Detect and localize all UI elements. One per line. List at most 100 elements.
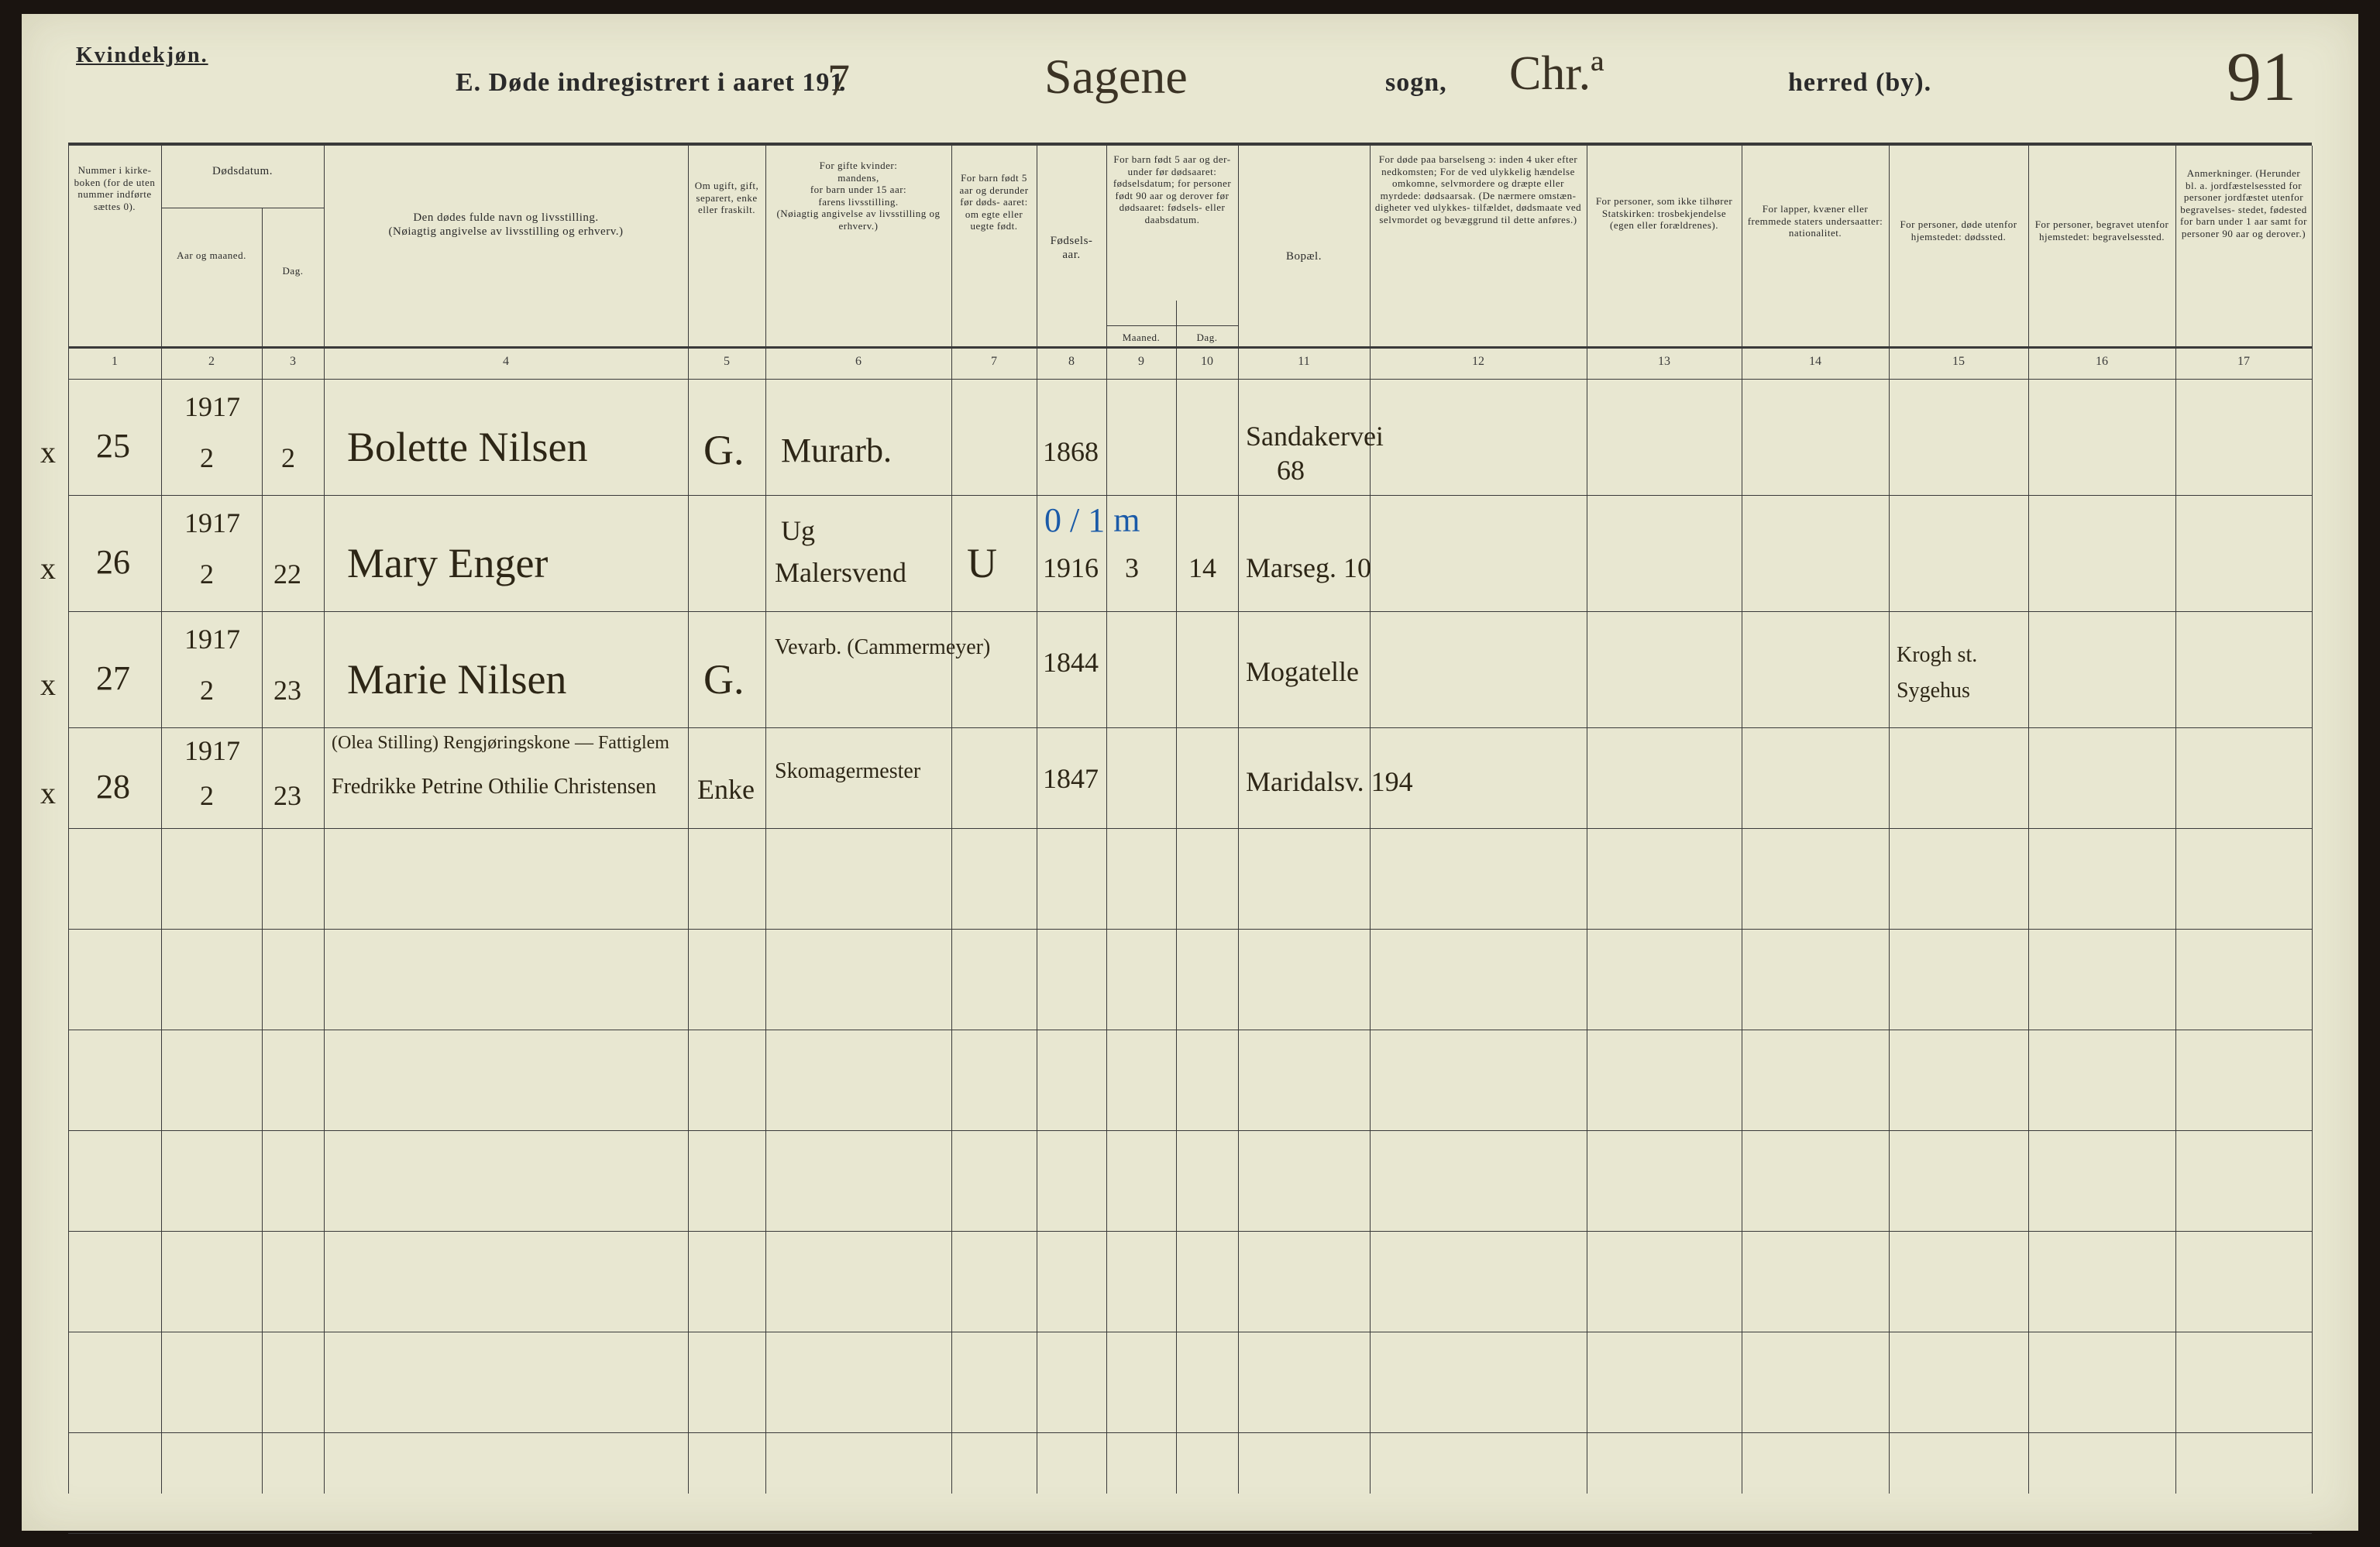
death-day: 23 <box>273 674 301 706</box>
death-month: 2 <box>200 558 214 590</box>
col-number: 10 <box>1192 355 1223 369</box>
birth-month: 3 <box>1125 552 1139 584</box>
table-row-empty <box>68 829 2312 930</box>
entry-number: 28 <box>96 767 130 806</box>
name: Marie Nilsen <box>347 655 566 703</box>
legitimacy: U <box>967 539 997 587</box>
col-header: Den dødes fulde navn og livsstilling. (N… <box>324 208 688 242</box>
death-month: 2 <box>200 674 214 706</box>
death-day: 2 <box>281 442 295 474</box>
col-number: 13 <box>1649 355 1680 369</box>
death-year: 1917 <box>184 390 240 423</box>
col-number: 9 <box>1126 355 1157 369</box>
col-header: For personer, begravet utenfor hjemstede… <box>2028 215 2175 246</box>
col-number: 8 <box>1056 355 1087 369</box>
register-table: Nummer i kirke- boken (for de uten numme… <box>68 143 2312 1490</box>
title-prefix: E. Døde indregistrert i aaret 191 <box>456 68 844 98</box>
col-header: For personer, som ikke tilhører Statskir… <box>1587 192 1742 235</box>
col-number: 12 <box>1463 355 1494 369</box>
entry-number: 27 <box>96 658 130 698</box>
district-handwritten: Chr.ª <box>1509 46 1604 101</box>
residence: Mogatelle <box>1246 655 1359 688</box>
col-number: 1 <box>99 355 130 369</box>
col-number: 14 <box>1800 355 1831 369</box>
marital-status: Enke <box>697 773 755 806</box>
table-row: x 27 1917 2 23 Marie Nilsen G. Vevarb. (… <box>68 612 2312 728</box>
col-subheader: Dag. <box>1176 328 1238 347</box>
age-annotation-blue: 0 / 1 m <box>1044 500 1140 540</box>
name: Mary Enger <box>347 539 548 587</box>
col-number: 5 <box>711 355 742 369</box>
table-row-empty <box>68 1433 2312 1534</box>
death-month: 2 <box>200 779 214 812</box>
col-number: 15 <box>1943 355 1974 369</box>
col-subheader: Dag. <box>262 262 324 280</box>
margin-x-mark: x <box>40 666 56 703</box>
table-row-empty <box>68 1232 2312 1332</box>
year-suffix-dot: . <box>839 68 847 98</box>
parish-label: sogn, <box>1385 68 1447 98</box>
death-year: 1917 <box>184 623 240 655</box>
death-year: 1917 <box>184 734 240 767</box>
col-number: 2 <box>196 355 227 369</box>
col-header: Bopæl. <box>1238 246 1370 266</box>
col-header: For døde paa barselseng ɔ: inden 4 uker … <box>1370 150 1587 229</box>
name: Bolette Nilsen <box>347 423 587 471</box>
death-day: 22 <box>273 558 301 590</box>
table-header: Nummer i kirke- boken (for de uten numme… <box>68 146 2312 349</box>
col-subheader: Aar og maaned. <box>161 246 262 265</box>
marital-status: G. <box>703 655 745 703</box>
col-number: 7 <box>978 355 1009 369</box>
page-number: 91 <box>2227 37 2296 117</box>
table-row: x 26 1917 2 22 Mary Enger Ug Malersvend … <box>68 496 2312 612</box>
birth-year: 1868 <box>1043 435 1099 468</box>
col-number: 17 <box>2228 355 2259 369</box>
birth-year: 1916 <box>1043 552 1099 584</box>
death-day: 23 <box>273 779 301 812</box>
name-annotation: (Olea Stilling) Rengjøringskone — Fattig… <box>332 733 669 754</box>
death-place-line1: Krogh st. <box>1897 643 1977 668</box>
col-header: Anmerkninger. (Herunder bl. a. jordfæste… <box>2175 164 2312 243</box>
col-header: For barn født 5 aar og der- under før dø… <box>1106 150 1238 229</box>
occupation: Murarb. <box>781 431 892 470</box>
table-row-empty <box>68 1131 2312 1232</box>
birth-day: 14 <box>1188 552 1216 584</box>
col-number: 4 <box>490 355 521 369</box>
birth-year: 1847 <box>1043 762 1099 795</box>
col-number: 16 <box>2086 355 2117 369</box>
margin-x-mark: x <box>40 775 56 811</box>
column-number-row: 1 2 3 4 5 6 7 8 9 10 11 12 13 14 15 16 1… <box>68 349 2312 380</box>
table-row-empty <box>68 1030 2312 1131</box>
district-label: herred (by). <box>1788 68 1931 98</box>
residence: Maridalsv. 194 <box>1246 765 1413 798</box>
occupation: Vevarb. (Cammermeyer) <box>775 635 990 660</box>
col-header: For personer, døde utenfor hjemstedet: d… <box>1889 215 2028 246</box>
birth-year: 1844 <box>1043 646 1099 679</box>
name: Fredrikke Petrine Othilie Christensen <box>332 775 656 799</box>
gender-label: Kvindekjøn. <box>76 43 208 68</box>
occupation-line2: Malersvend <box>775 556 906 589</box>
death-place-line2: Sygehus <box>1897 679 1970 703</box>
death-month: 2 <box>200 442 214 474</box>
margin-x-mark: x <box>40 550 56 586</box>
table-row: x 28 1917 2 23 (Olea Stilling) Rengjørin… <box>68 728 2312 829</box>
occupation: Skomagermester <box>775 759 920 784</box>
marital-status: G. <box>703 426 745 474</box>
parish-handwritten: Sagene <box>1044 48 1188 105</box>
data-rows: x 25 1917 2 2 Bolette Nilsen G. Murarb. … <box>68 380 2312 1534</box>
col-number: 11 <box>1288 355 1319 369</box>
occupation-line1: Ug <box>781 514 815 547</box>
residence: Sandakervei <box>1246 420 1384 452</box>
col-header: Fødsels- aar. <box>1037 231 1106 265</box>
col-header: For barn født 5 aar og derunder før døds… <box>951 169 1037 235</box>
entry-number: 26 <box>96 542 130 582</box>
col-header: For gifte kvinder: mandens, for barn und… <box>765 156 951 235</box>
table-row-empty <box>68 930 2312 1030</box>
col-number: 6 <box>843 355 874 369</box>
col-header: Dødsdatum. <box>161 161 324 181</box>
col-header: Om ugift, gift, separert, enke eller fra… <box>688 177 765 219</box>
margin-x-mark: x <box>40 434 56 470</box>
death-year: 1917 <box>184 507 240 539</box>
col-header: For lapper, kvæner eller fremmede stater… <box>1742 200 1889 242</box>
title-row: E. Døde indregistrert i aaret 191 7 . Sa… <box>22 68 2358 115</box>
